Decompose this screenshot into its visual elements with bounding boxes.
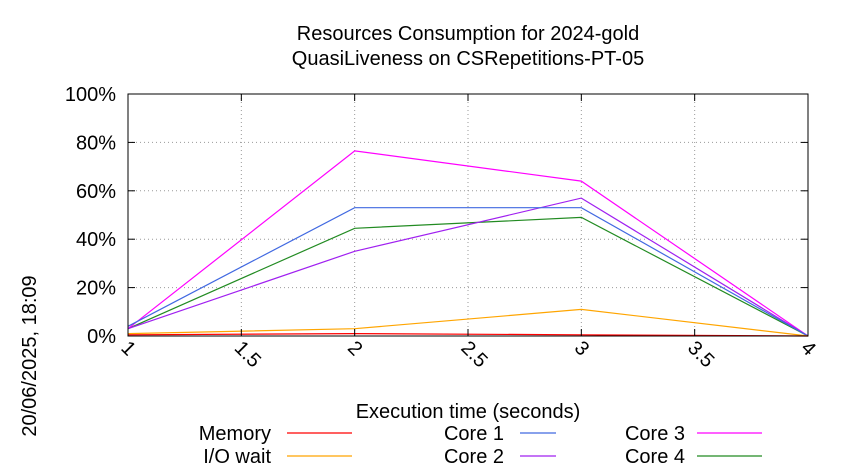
y-tick-label: 60% bbox=[76, 181, 116, 203]
y-tick-label: 80% bbox=[76, 132, 116, 154]
series-line-core-3 bbox=[127, 150, 809, 337]
legend-label: Core 3 bbox=[625, 423, 685, 445]
grid-lines bbox=[128, 94, 808, 336]
x-tick-label: 2 bbox=[343, 337, 366, 360]
x-tick-label: 1.5 bbox=[230, 337, 265, 372]
x-tick-label: 1 bbox=[116, 337, 139, 360]
x-tick-label: 3 bbox=[570, 337, 593, 360]
y-tick-labels: 0% 20% 40% 60% 80% 100% bbox=[65, 84, 808, 348]
x-tick-label: 3.5 bbox=[683, 337, 718, 372]
x-tick-labels: 1 1.5 2 2.5 3 3.5 4 bbox=[116, 94, 820, 372]
legend-label: Core 1 bbox=[444, 423, 504, 445]
series-line-core-4 bbox=[127, 216, 809, 337]
y-tick-label: 40% bbox=[76, 229, 116, 251]
series-line-core-2 bbox=[127, 197, 809, 337]
legend-label: Core 2 bbox=[444, 446, 504, 468]
series-line-core-1 bbox=[127, 207, 809, 337]
x-tick-label: 2.5 bbox=[456, 337, 491, 372]
chart-title: Resources Consumption for 2024-gold bbox=[297, 23, 639, 45]
legend-label: I/O wait bbox=[203, 446, 271, 468]
chart-subtitle: QuasiLiveness on CSRepetitions-PT-05 bbox=[292, 48, 644, 70]
legend-label: Core 4 bbox=[625, 446, 685, 468]
y-tick-label: 0% bbox=[87, 326, 116, 348]
legend-label: Memory bbox=[199, 423, 271, 445]
timestamp-label: 20/06/2025, 18:09 bbox=[19, 275, 41, 436]
y-tick-label: 20% bbox=[76, 278, 116, 300]
x-axis-label: Execution time (seconds) bbox=[356, 401, 581, 423]
y-tick-label: 100% bbox=[65, 84, 116, 106]
x-tick-label: 4 bbox=[796, 337, 819, 360]
